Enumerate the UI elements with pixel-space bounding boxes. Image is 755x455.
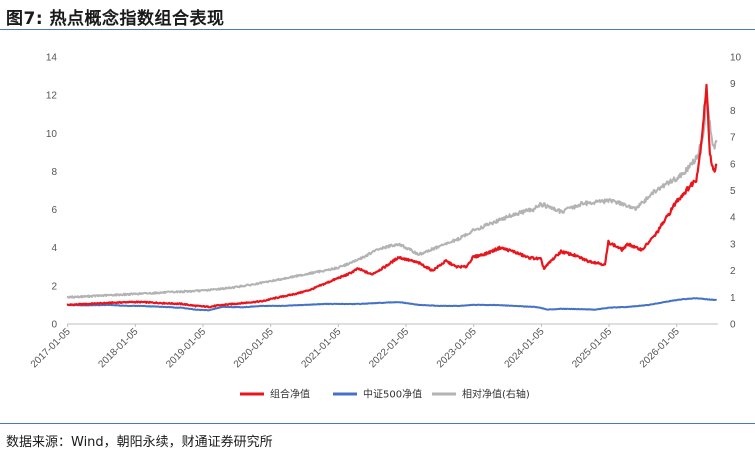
bottom-rule	[0, 423, 755, 424]
series-line-relative	[66, 94, 718, 299]
x-tick-label: 2025-01-05	[570, 326, 614, 370]
left-y-tick-label: 4	[51, 243, 57, 254]
x-tick-label: 2018-01-05	[97, 326, 141, 370]
top-rule	[0, 29, 755, 30]
x-tick-label: 2020-01-05	[232, 326, 276, 370]
legend-label: 中证500净值	[363, 388, 422, 401]
left-y-tick-label: 2	[51, 281, 57, 292]
x-tick-label: 2021-01-05	[300, 326, 344, 370]
series-line-portfolio	[66, 83, 718, 309]
left-y-tick-label: 8	[51, 167, 57, 178]
right-y-tick-label: 5	[730, 186, 736, 197]
x-tick-label: 2019-01-05	[164, 326, 208, 370]
legend-label: 组合净值	[270, 388, 310, 401]
left-y-tick-label: 10	[46, 129, 58, 140]
x-tick-label: 2024-01-05	[503, 326, 547, 370]
left-y-tick-label: 12	[46, 91, 58, 102]
right-y-tick-label: 4	[730, 213, 736, 224]
source-note: 数据来源：Wind，朝阳永续，财通证券研究所	[6, 435, 273, 450]
right-y-tick-label: 8	[730, 106, 736, 117]
left-y-tick-label: 0	[51, 320, 57, 331]
figure-title: 图7: 热点概念指数组合表现	[6, 9, 225, 29]
right-y-tick-label: 3	[730, 239, 736, 250]
x-tick-label: 2022-01-05	[367, 326, 411, 370]
legend-label: 相对净值(右轴)	[462, 388, 530, 401]
right-y-tick-label: 10	[730, 53, 742, 64]
legend: 组合净值 中证500净值 相对净值(右轴)	[240, 388, 530, 401]
left-y-tick-label: 14	[46, 53, 58, 64]
right-y-tick-label: 2	[730, 266, 736, 277]
x-tick-label: 2026-01-05	[638, 326, 682, 370]
right-y-tick-label: 6	[730, 159, 736, 170]
right-y-tick-label: 0	[730, 320, 736, 331]
right-y-tick-label: 7	[730, 133, 736, 144]
right-y-tick-label: 9	[730, 79, 736, 90]
left-y-tick-label: 6	[51, 205, 57, 216]
series-line-csi500	[66, 297, 718, 312]
x-tick-label: 2023-01-05	[435, 326, 479, 370]
right-y-tick-label: 1	[730, 293, 736, 304]
x-tick-label: 2017-01-05	[29, 326, 73, 370]
series-layer	[66, 83, 718, 312]
